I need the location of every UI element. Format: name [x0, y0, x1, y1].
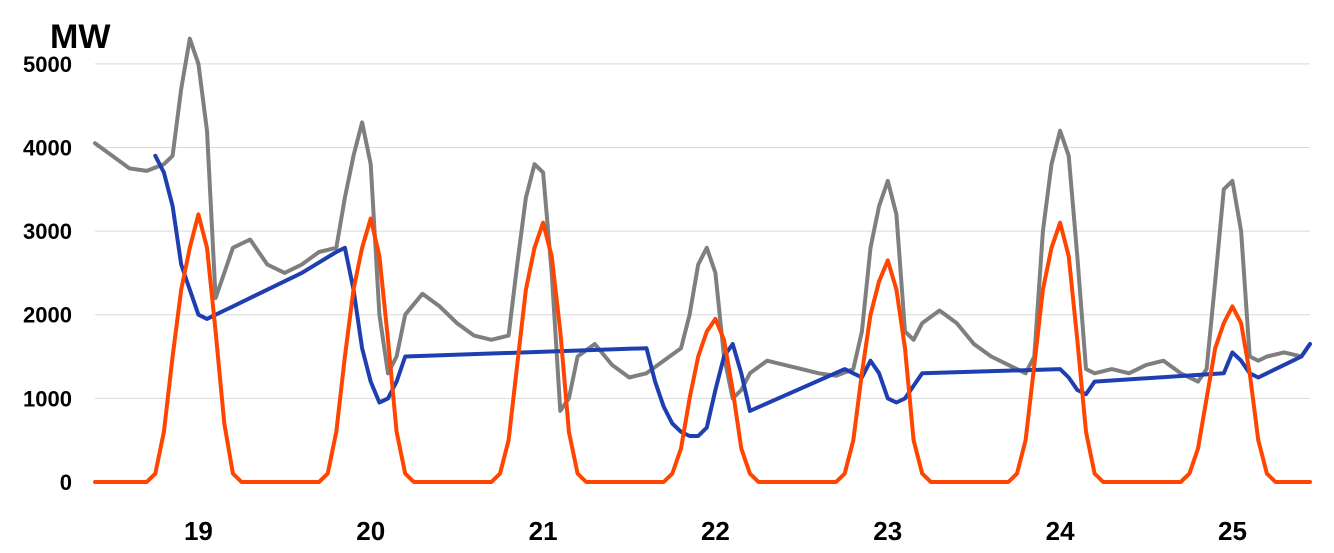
series-line-blue	[153, 153, 1312, 438]
series-lines	[93, 36, 1312, 484]
y-tick-label: 1000	[23, 386, 72, 411]
y-tick-label: 3000	[23, 219, 72, 244]
series-line-orange	[93, 212, 1312, 484]
x-axis-ticks: 19 20 21 22 23 24 25	[184, 516, 1247, 546]
x-tick-label: 19	[184, 516, 213, 546]
series-line-gray	[93, 36, 1312, 413]
y-axis-ticks: 0 1000 2000 3000 4000 5000	[23, 52, 72, 495]
y-tick-label: 0	[60, 470, 72, 495]
y-tick-label: 5000	[23, 52, 72, 77]
unit-label: MW	[50, 18, 111, 56]
x-tick-label: 25	[1218, 516, 1247, 546]
gridlines	[95, 63, 1310, 399]
x-tick-label: 20	[356, 516, 385, 546]
y-tick-label: 4000	[23, 135, 72, 160]
y-tick-label: 2000	[23, 303, 72, 328]
x-tick-label: 22	[701, 516, 730, 546]
x-tick-label: 21	[529, 516, 558, 546]
x-tick-label: 23	[873, 516, 902, 546]
x-tick-label: 24	[1046, 516, 1075, 546]
